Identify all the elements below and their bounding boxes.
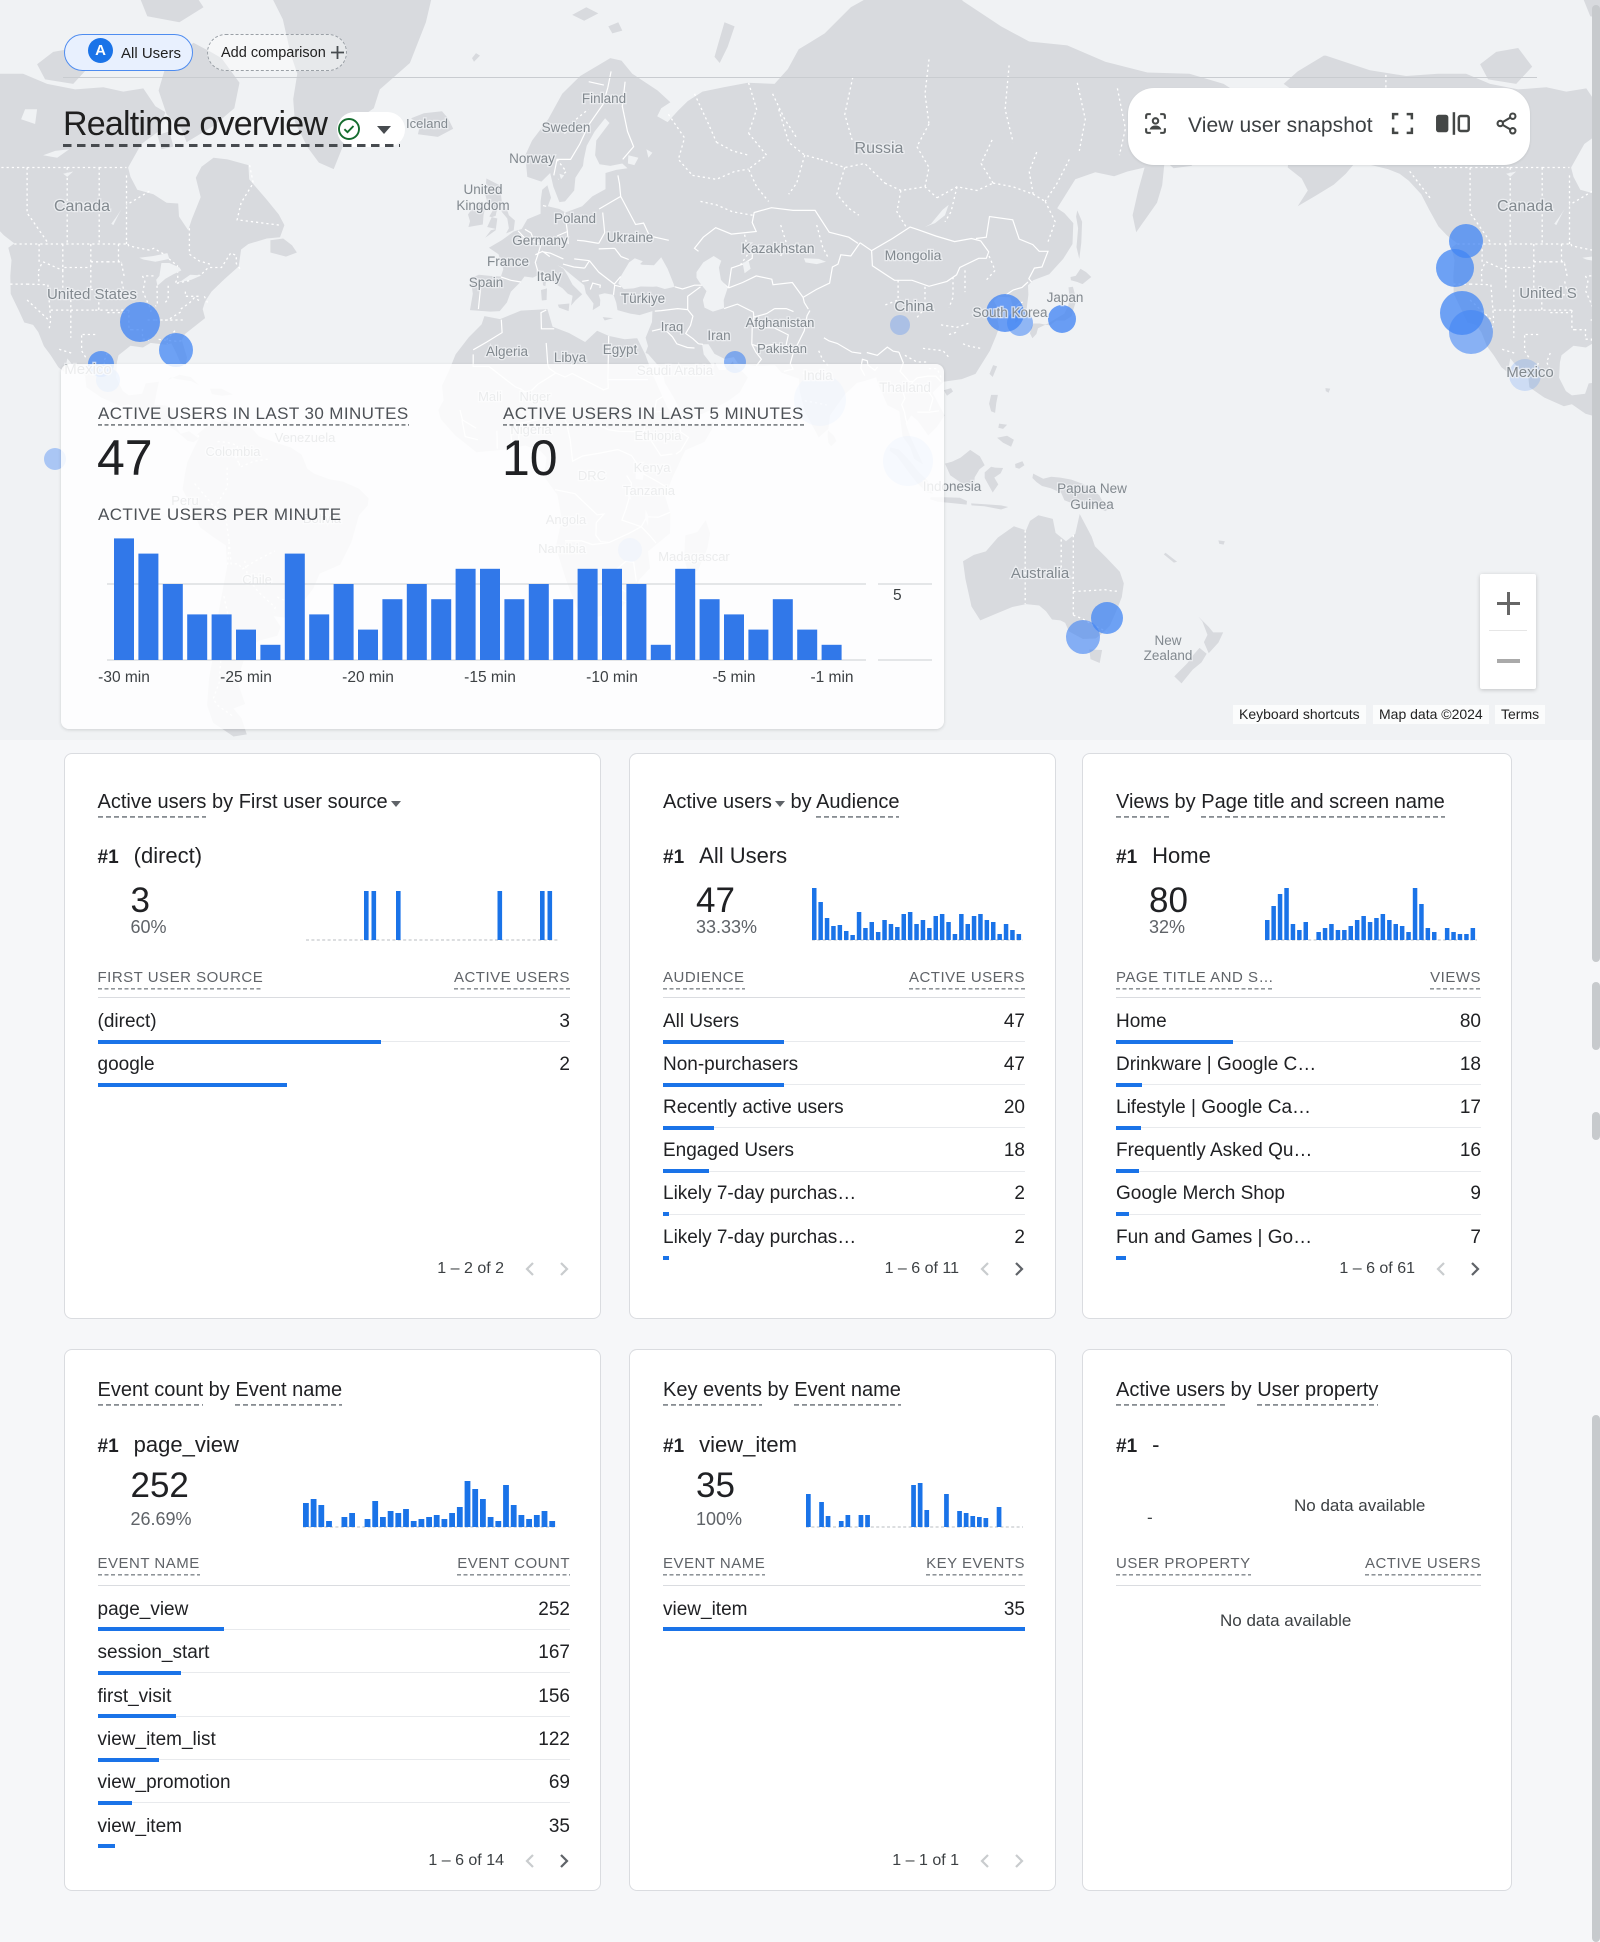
svg-text:Papua New: Papua New (1057, 481, 1127, 496)
svg-text:Sweden: Sweden (542, 120, 591, 135)
svg-text:Libya: Libya (554, 350, 587, 365)
svg-text:Iceland: Iceland (406, 116, 448, 131)
svg-text:Australia: Australia (1011, 565, 1070, 582)
svg-text:Mongolia: Mongolia (885, 247, 942, 263)
svg-text:Afghanistan: Afghanistan (746, 315, 815, 330)
svg-text:Finland: Finland (582, 91, 626, 106)
svg-text:United S: United S (1519, 285, 1577, 302)
svg-text:Algeria: Algeria (486, 344, 529, 359)
svg-text:Iraq: Iraq (661, 319, 683, 334)
svg-text:Zealand: Zealand (1144, 648, 1193, 663)
svg-text:Mexico: Mexico (1506, 364, 1554, 381)
svg-text:United States: United States (47, 286, 137, 303)
svg-text:Kazakhstan: Kazakhstan (741, 240, 814, 256)
svg-text:Ukraine: Ukraine (607, 230, 654, 245)
svg-text:Egypt: Egypt (603, 342, 638, 357)
svg-text:Guinea: Guinea (1070, 497, 1114, 512)
svg-text:Poland: Poland (554, 211, 596, 226)
svg-text:United: United (463, 182, 502, 197)
svg-text:Russia: Russia (855, 140, 904, 157)
svg-text:Iran: Iran (707, 328, 730, 343)
svg-text:Japan: Japan (1047, 290, 1084, 305)
svg-text:Canada: Canada (1497, 198, 1553, 215)
svg-text:Norway: Norway (509, 151, 555, 166)
svg-text:Spain: Spain (469, 275, 504, 290)
svg-text:Italy: Italy (537, 269, 562, 284)
svg-text:Türkiye: Türkiye (621, 291, 665, 306)
svg-text:Pakistan: Pakistan (757, 341, 807, 356)
svg-text:China: China (894, 298, 934, 315)
svg-text:South Korea: South Korea (972, 305, 1048, 320)
svg-text:France: France (487, 254, 529, 269)
svg-text:Kingdom: Kingdom (456, 198, 509, 213)
svg-text:Canada: Canada (54, 198, 110, 215)
svg-text:Germany: Germany (512, 233, 568, 248)
svg-text:New: New (1154, 633, 1181, 648)
